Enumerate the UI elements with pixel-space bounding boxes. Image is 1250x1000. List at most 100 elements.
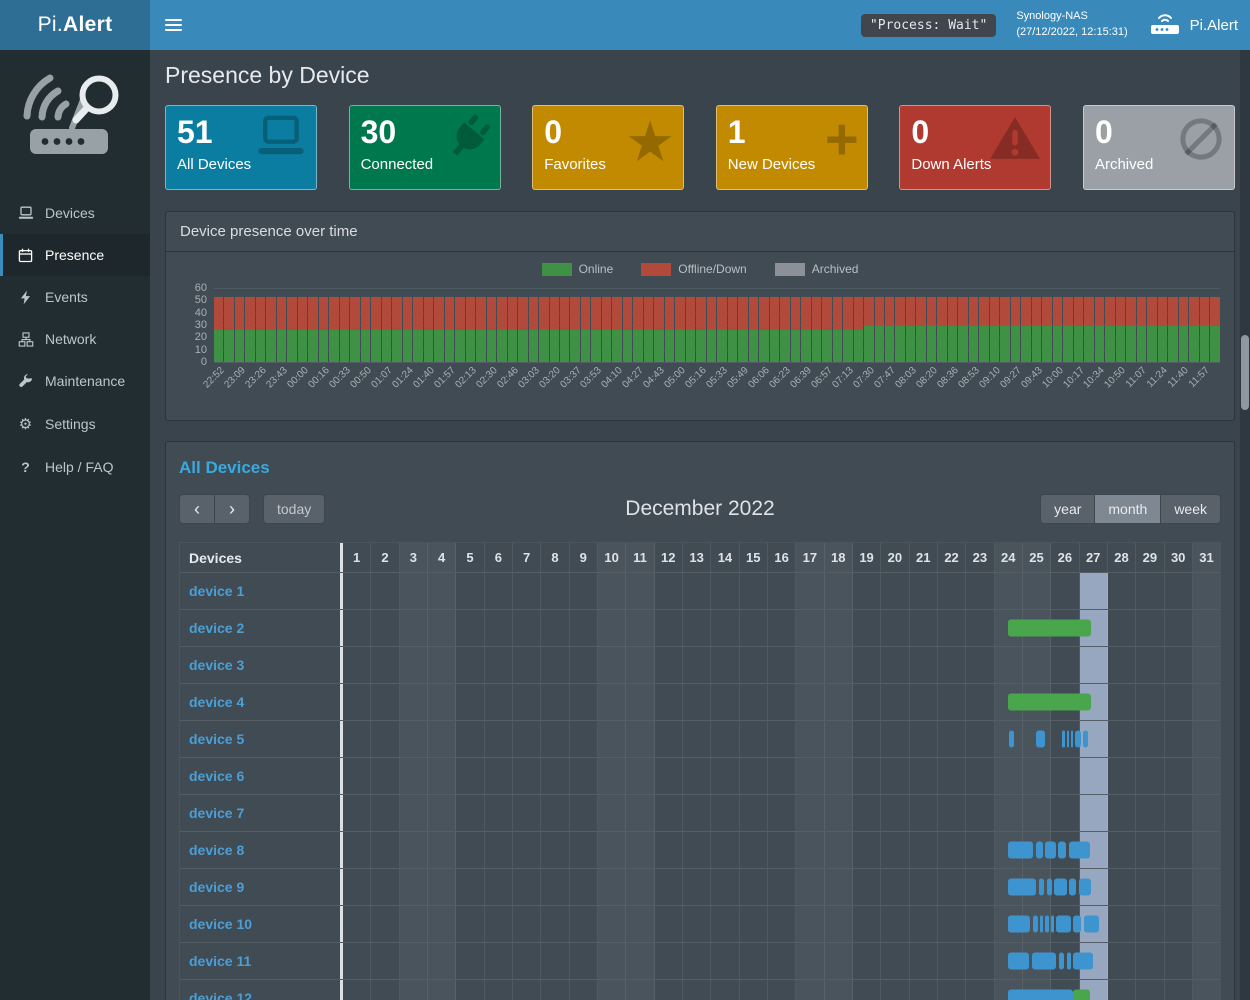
- presence-bar[interactable]: [1007, 619, 1092, 637]
- info-box-down-alerts[interactable]: 0 Down Alerts: [899, 105, 1052, 190]
- presence-bar[interactable]: [1066, 952, 1071, 970]
- legend-item-online[interactable]: Online: [541, 262, 613, 276]
- device-link[interactable]: device 1: [189, 583, 245, 599]
- info-box-favorites[interactable]: 0 Favorites ★: [532, 105, 685, 190]
- presence-bar[interactable]: [1009, 730, 1015, 748]
- day-header-26: 26: [1051, 543, 1080, 572]
- chart-bar: [717, 288, 727, 362]
- device-link[interactable]: device 9: [189, 879, 245, 895]
- chart-bar: [979, 288, 989, 362]
- day-cell: [881, 758, 910, 794]
- day-cell: [456, 980, 485, 1000]
- presence-bar[interactable]: [1007, 878, 1037, 896]
- view-button-month[interactable]: month: [1094, 494, 1161, 524]
- device-link[interactable]: device 6: [189, 768, 245, 784]
- presence-bar[interactable]: [1054, 878, 1067, 896]
- device-link[interactable]: device 5: [189, 731, 245, 747]
- info-box-all-devices[interactable]: 51 All Devices: [165, 105, 317, 190]
- device-link[interactable]: device 4: [189, 694, 245, 710]
- presence-bar[interactable]: [1083, 915, 1099, 933]
- presence-bar[interactable]: [1007, 693, 1092, 711]
- presence-bar[interactable]: [1039, 915, 1044, 933]
- day-cell: [740, 869, 768, 905]
- presence-bar[interactable]: [1007, 841, 1034, 859]
- sidebar-item-presence[interactable]: Presence: [0, 234, 150, 276]
- scrollbar-track[interactable]: [1240, 50, 1250, 1000]
- presence-bar[interactable]: [1070, 730, 1073, 748]
- prev-month-button[interactable]: ‹: [179, 494, 214, 524]
- presence-bar[interactable]: [1056, 915, 1071, 933]
- presence-bar[interactable]: [1033, 915, 1038, 933]
- chart-bar: [518, 288, 528, 362]
- sidebar-item-events[interactable]: Events: [0, 276, 150, 318]
- presence-bar[interactable]: [1036, 730, 1046, 748]
- device-link[interactable]: device 3: [189, 657, 245, 673]
- device-link[interactable]: device 8: [189, 842, 245, 858]
- legend-item-archived[interactable]: Archived: [774, 262, 858, 276]
- presence-bar[interactable]: [1045, 841, 1056, 859]
- sidebar-toggle-button[interactable]: [150, 0, 196, 50]
- view-button-week[interactable]: week: [1160, 494, 1221, 524]
- today-button[interactable]: today: [263, 494, 326, 524]
- day-header-grid: 1 2 3 4 5 6 7 8 9 10 11 12 13 14 15 16 17 18 19 20 21 22 23 24 2…: [340, 543, 1221, 572]
- day-cell: [343, 758, 372, 794]
- day-cell: [456, 758, 485, 794]
- info-box-connected[interactable]: 30 Connected: [348, 105, 501, 190]
- presence-bar[interactable]: [1058, 841, 1067, 859]
- day-cell: [1136, 980, 1165, 1000]
- day-cell: [626, 832, 655, 868]
- presence-bar[interactable]: [1068, 841, 1091, 859]
- next-month-button[interactable]: ›: [214, 494, 250, 524]
- presence-bar[interactable]: [1073, 989, 1091, 1000]
- view-button-year[interactable]: year: [1040, 494, 1095, 524]
- device-link[interactable]: device 12: [189, 990, 253, 1000]
- scrollbar-thumb[interactable]: [1241, 335, 1249, 410]
- device-link[interactable]: device 2: [189, 620, 245, 636]
- day-cell: [1079, 573, 1108, 609]
- day-cell: [938, 647, 967, 683]
- day-cell: [711, 647, 740, 683]
- presence-bar[interactable]: [1045, 915, 1049, 933]
- chart-bar: [759, 288, 769, 362]
- info-box-new-devices[interactable]: 1 New Devices +: [715, 105, 868, 190]
- sidebar-item-network[interactable]: Network: [0, 318, 150, 360]
- presence-bar[interactable]: [1031, 952, 1056, 970]
- presence-bar[interactable]: [1038, 878, 1045, 896]
- presence-bar[interactable]: [1069, 878, 1076, 896]
- chart-bar: [622, 288, 633, 362]
- presence-bar[interactable]: [1058, 952, 1065, 970]
- presence-bar[interactable]: [1007, 952, 1030, 970]
- chart-bar: [1199, 288, 1210, 362]
- presence-bar[interactable]: [1007, 915, 1031, 933]
- device-link[interactable]: device 11: [189, 953, 252, 969]
- presence-bar[interactable]: [1078, 878, 1092, 896]
- top-navbar: Pi. Alert "Process: Wait" Synology-NAS (2…: [0, 0, 1250, 50]
- day-cell: [655, 980, 683, 1000]
- app-logo[interactable]: Pi. Alert: [0, 0, 150, 50]
- day-cell: [541, 869, 570, 905]
- presence-bar[interactable]: [1050, 915, 1055, 933]
- device-link[interactable]: device 10: [189, 916, 253, 932]
- sidebar-item-help-faq[interactable]: ? Help / FAQ: [0, 446, 150, 488]
- day-cell: [853, 832, 882, 868]
- presence-bar[interactable]: [1072, 952, 1093, 970]
- presence-bar[interactable]: [1066, 730, 1069, 748]
- host-name: Synology-NAS: [1016, 10, 1088, 23]
- day-cell: [683, 647, 712, 683]
- info-box-archived[interactable]: 0 Archived: [1082, 105, 1235, 190]
- sidebar-item-maintenance[interactable]: Maintenance: [0, 360, 150, 402]
- day-cell: [910, 758, 938, 794]
- presence-bar[interactable]: [1036, 841, 1044, 859]
- device-link[interactable]: device 7: [189, 805, 245, 821]
- presence-bar[interactable]: [1074, 730, 1082, 748]
- chart-panel-title: Device presence over time: [166, 212, 1234, 252]
- sidebar-item-settings[interactable]: ⚙ Settings: [0, 402, 150, 446]
- day-cell: [1108, 573, 1137, 609]
- presence-bar[interactable]: [1062, 730, 1065, 748]
- legend-item-offline-down[interactable]: Offline/Down: [641, 262, 747, 276]
- presence-bar[interactable]: [1046, 878, 1052, 896]
- sidebar-item-devices[interactable]: Devices: [0, 192, 150, 234]
- presence-bar[interactable]: [1072, 915, 1082, 933]
- presence-bar[interactable]: [1083, 730, 1089, 748]
- presence-bar[interactable]: [1007, 989, 1074, 1000]
